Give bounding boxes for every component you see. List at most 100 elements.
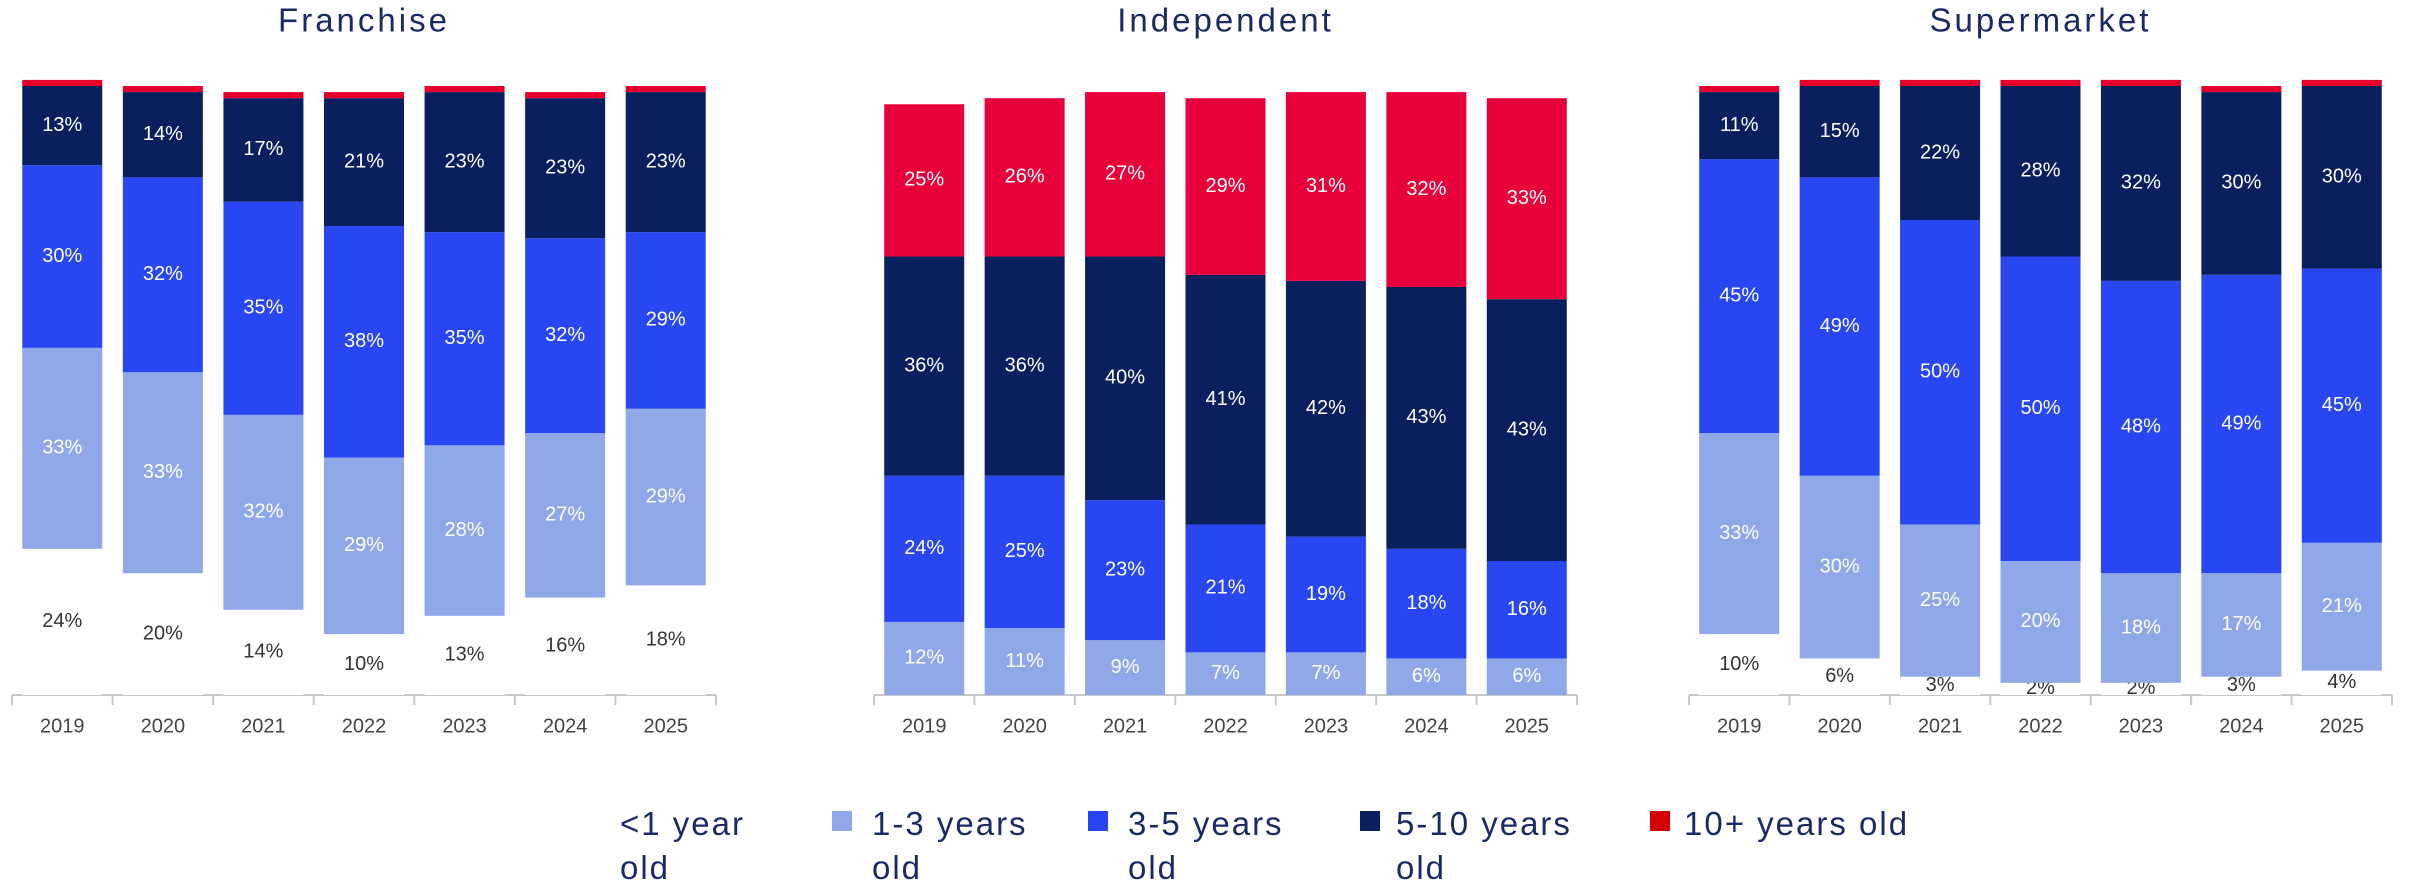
data-label: 32%: [1406, 178, 1446, 200]
bar-segment: [324, 226, 404, 458]
x-tick-label: 2021: [241, 715, 286, 737]
bar-segment: [2000, 86, 2081, 257]
bar-segment: [1085, 256, 1166, 501]
bar-segment: [1699, 86, 1780, 93]
bar-segment: [424, 92, 505, 233]
bar-segment: [1699, 159, 1780, 434]
legend-swatch: [1360, 811, 1380, 831]
bar-segment: [1486, 561, 1567, 659]
bar-segment: [1085, 640, 1166, 695]
data-label: 13%: [42, 114, 82, 136]
data-label: 28%: [445, 519, 485, 541]
bar-segment: [1900, 86, 1981, 220]
bar-segment: [22, 79, 103, 86]
data-label: 21%: [344, 150, 384, 172]
bar-segment: [1900, 524, 1981, 677]
bar-segment: [1486, 658, 1567, 695]
data-label: 38%: [344, 330, 384, 352]
data-label: 23%: [1105, 558, 1145, 580]
data-label: 49%: [1820, 315, 1860, 337]
bar-segment: [984, 475, 1065, 629]
data-label: 20%: [143, 622, 183, 644]
data-label: 45%: [2322, 394, 2362, 416]
data-label: 33%: [143, 461, 183, 483]
data-label: 40%: [1105, 367, 1145, 389]
data-label: 32%: [2121, 172, 2161, 194]
legend-swatch: [832, 811, 852, 831]
data-label: 29%: [344, 534, 384, 556]
bar-segment: [884, 621, 965, 695]
bar-segment: [2301, 542, 2382, 671]
bar-segment: [324, 634, 404, 695]
data-label: 30%: [2322, 166, 2362, 188]
data-label: 49%: [2221, 412, 2261, 434]
bar-segment: [122, 92, 203, 178]
data-label: 36%: [904, 354, 944, 376]
bar-segment: [22, 548, 103, 695]
x-tick-label: 2025: [2320, 715, 2365, 737]
bar-segment: [2000, 79, 2081, 86]
bar-segment: [1900, 79, 1981, 86]
data-label: 3%: [1926, 674, 1955, 696]
data-label: 22%: [1920, 141, 1960, 163]
bar-segment: [1285, 652, 1366, 695]
data-label: 27%: [545, 504, 585, 526]
data-label: 21%: [1205, 577, 1245, 599]
data-label: 23%: [646, 150, 686, 172]
data-label: 19%: [1306, 583, 1346, 605]
bar-segment: [2301, 86, 2382, 269]
bar-segment: [2100, 79, 2181, 86]
data-label: 48%: [2121, 415, 2161, 437]
data-label: 30%: [42, 245, 82, 267]
bar-segment: [22, 86, 103, 166]
x-tick-label: 2019: [1717, 715, 1762, 737]
bar-segment: [2100, 682, 2181, 695]
data-label: 33%: [42, 437, 82, 459]
data-label: 26%: [1005, 166, 1045, 188]
bar-segment: [22, 347, 103, 549]
bar-segment: [1386, 548, 1467, 659]
bar-segment: [1386, 286, 1467, 549]
bar-segment: [1085, 500, 1166, 641]
data-label: 18%: [646, 628, 686, 650]
bar-segment: [1900, 676, 1981, 695]
data-label: 25%: [1920, 589, 1960, 611]
data-label: 17%: [2221, 613, 2261, 635]
x-tick-label: 2023: [2119, 715, 2164, 737]
bar-segment: [424, 86, 505, 93]
bar-segment: [1185, 98, 1266, 275]
bar-segment: [324, 98, 404, 227]
bar-segment: [122, 177, 203, 373]
bar-segment: [324, 457, 404, 635]
bar-segment: [525, 98, 606, 239]
data-label: 35%: [243, 297, 283, 319]
data-label: 18%: [1406, 592, 1446, 614]
bar-segment: [984, 256, 1065, 476]
bar-segment: [1486, 98, 1567, 300]
data-label: 29%: [646, 309, 686, 331]
x-tick-label: 2019: [902, 715, 947, 737]
bar-segment: [324, 92, 404, 99]
bar-segment: [625, 232, 706, 409]
bar-segment: [223, 414, 304, 610]
data-label: 6%: [1512, 665, 1541, 687]
data-label: 15%: [1820, 120, 1860, 142]
bar-segment: [122, 372, 203, 574]
bar-segment: [884, 475, 965, 622]
bar-segment: [2201, 274, 2282, 574]
bar-segment: [1799, 86, 1880, 178]
x-tick-label: 2024: [543, 715, 588, 737]
chart-title: Supermarket: [1930, 2, 2152, 39]
legend-label: 5-10 years old: [1396, 805, 1572, 886]
bar-segment: [2000, 682, 2081, 695]
bar-segment: [1285, 92, 1366, 281]
x-tick-label: 2025: [1505, 715, 1550, 737]
legend-label: 1-3 years old: [872, 805, 1028, 886]
data-label: 29%: [1205, 175, 1245, 197]
data-label: 29%: [646, 485, 686, 507]
data-label: 13%: [445, 644, 485, 666]
data-label: 11%: [1720, 114, 1759, 136]
legend-label: <1 year old: [620, 805, 745, 886]
data-label: 33%: [1507, 187, 1547, 209]
